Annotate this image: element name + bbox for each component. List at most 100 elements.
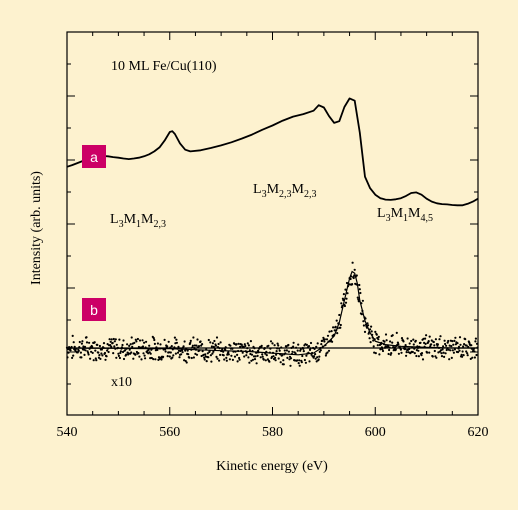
spectrum-b-point [97, 351, 100, 354]
spectrum-b-point [204, 353, 207, 356]
spectrum-b-point [469, 357, 472, 360]
spectrum-b-point [296, 359, 299, 362]
spectrum-b-point [183, 340, 186, 343]
badge-a-box [82, 145, 106, 168]
spectrum-b-point [456, 342, 459, 345]
spectrum-b-point [397, 352, 400, 355]
spectrum-b-point [462, 354, 465, 357]
spectrum-b-point [452, 343, 455, 346]
spectrum-b-point [425, 334, 428, 337]
peak-label-l3m23m23: L3M2,3M2,3 [253, 182, 316, 200]
chart-title: 10 ML Fe/Cu(110) [111, 59, 217, 74]
spectrum-b-point [433, 344, 436, 347]
spectrum-b-point [87, 351, 90, 354]
spectrum-b-point [369, 341, 372, 344]
spectrum-b-point [235, 343, 238, 346]
spectrum-b-point [85, 336, 88, 339]
spectrum-b-point [138, 355, 141, 358]
spectrum-b-point [203, 358, 206, 361]
spectrum-b-point [197, 345, 201, 348]
spectrum-b-point [83, 345, 87, 348]
spectrum-b-point [453, 339, 456, 342]
spectrum-b-point [276, 342, 279, 345]
spectrum-b-point [69, 349, 72, 352]
spectrum-b-point [313, 355, 316, 358]
spectrum-b-point [130, 351, 133, 354]
spectrum-b-point [250, 353, 254, 356]
spectrum-b-point [381, 348, 384, 351]
spectrum-b-point [71, 334, 74, 337]
spectrum-b-point [143, 354, 146, 357]
spectrum-b-point [106, 343, 109, 346]
spectrum-b-point [279, 361, 282, 364]
spectrum-b-point [144, 357, 147, 360]
spectrum-b-point [104, 358, 107, 361]
spectrum-b-point [230, 354, 233, 357]
spectrum-b-point [79, 351, 82, 354]
spectrum-b-point [428, 335, 431, 338]
spectrum-b-point [390, 352, 393, 355]
spectrum-b-point [391, 341, 394, 344]
spectrum-b-point [432, 340, 435, 344]
spectrum-b-point [417, 355, 420, 358]
spectrum-b-point [410, 339, 413, 343]
spectrum-b-point [168, 351, 171, 354]
spectrum-b-point [195, 344, 198, 347]
spectrum-b-point [342, 293, 345, 296]
spectrum-b-point [113, 345, 116, 348]
spectrum-b-point [218, 359, 221, 362]
panel-a-series [66, 97, 479, 207]
spectrum-b-point [433, 349, 436, 353]
spectrum-b-point [287, 343, 290, 347]
spectrum-b-point [135, 340, 138, 343]
spectrum-b-point [291, 350, 294, 353]
spectrum-b-point [81, 340, 84, 343]
spectrum-b-point [100, 348, 103, 351]
peak-label-l3m1m45: L3M1M4,5 [377, 206, 433, 224]
spectrum-b-point [309, 341, 313, 345]
spectrum-b-point [424, 337, 427, 340]
spectrum-b-point [262, 358, 265, 361]
spectrum-b-point [458, 336, 462, 339]
spectrum-b-point [331, 340, 334, 343]
spectrum-b-point [163, 338, 166, 341]
spectrum-b-point [304, 361, 307, 364]
spectrum-b-point [181, 351, 184, 354]
spectrum-b-point [117, 354, 120, 357]
spectrum-b-point [345, 297, 348, 300]
spectrum-b-point [118, 356, 121, 360]
spectrum-b-point [289, 364, 292, 367]
spectrum-b-point [420, 354, 423, 357]
spectrum-b-point [101, 354, 104, 357]
spectrum-b-point [351, 283, 354, 286]
spectrum-b-point [298, 359, 301, 362]
spectrum-b-point [272, 355, 275, 358]
spectrum-b-point [166, 345, 169, 348]
spectrum-b-point [370, 330, 373, 333]
spectrum-b-point [89, 357, 92, 360]
spectrum-b-point [307, 345, 311, 348]
spectrum-b-point [100, 352, 103, 355]
spectrum-b-point [324, 354, 327, 357]
spectrum-b-point [93, 341, 96, 344]
spectrum-b-point [227, 351, 230, 354]
spectrum-b-point [351, 261, 354, 264]
spectrum-b-point [394, 348, 397, 351]
spectrum-b-point [83, 353, 86, 356]
spectrum-b-point [389, 353, 392, 356]
spectrum-b-point [359, 291, 362, 295]
spectrum-b-point [441, 348, 444, 351]
spectrum-b-point [378, 353, 381, 356]
spectrum-b-point [152, 337, 155, 340]
spectrum-b-point [171, 356, 174, 359]
spectrum-b-point [352, 276, 355, 280]
spectrum-b-point [162, 355, 165, 358]
spectrum-b-point [343, 304, 346, 308]
spectrum-b-point [170, 345, 173, 348]
spectrum-b-point [97, 356, 100, 359]
spectrum-b-point [274, 359, 277, 362]
spectrum-b-point [121, 350, 125, 354]
spectrum-b-point [136, 337, 139, 341]
spectrum-b-point [152, 358, 155, 361]
spectrum-b-point [454, 336, 457, 339]
